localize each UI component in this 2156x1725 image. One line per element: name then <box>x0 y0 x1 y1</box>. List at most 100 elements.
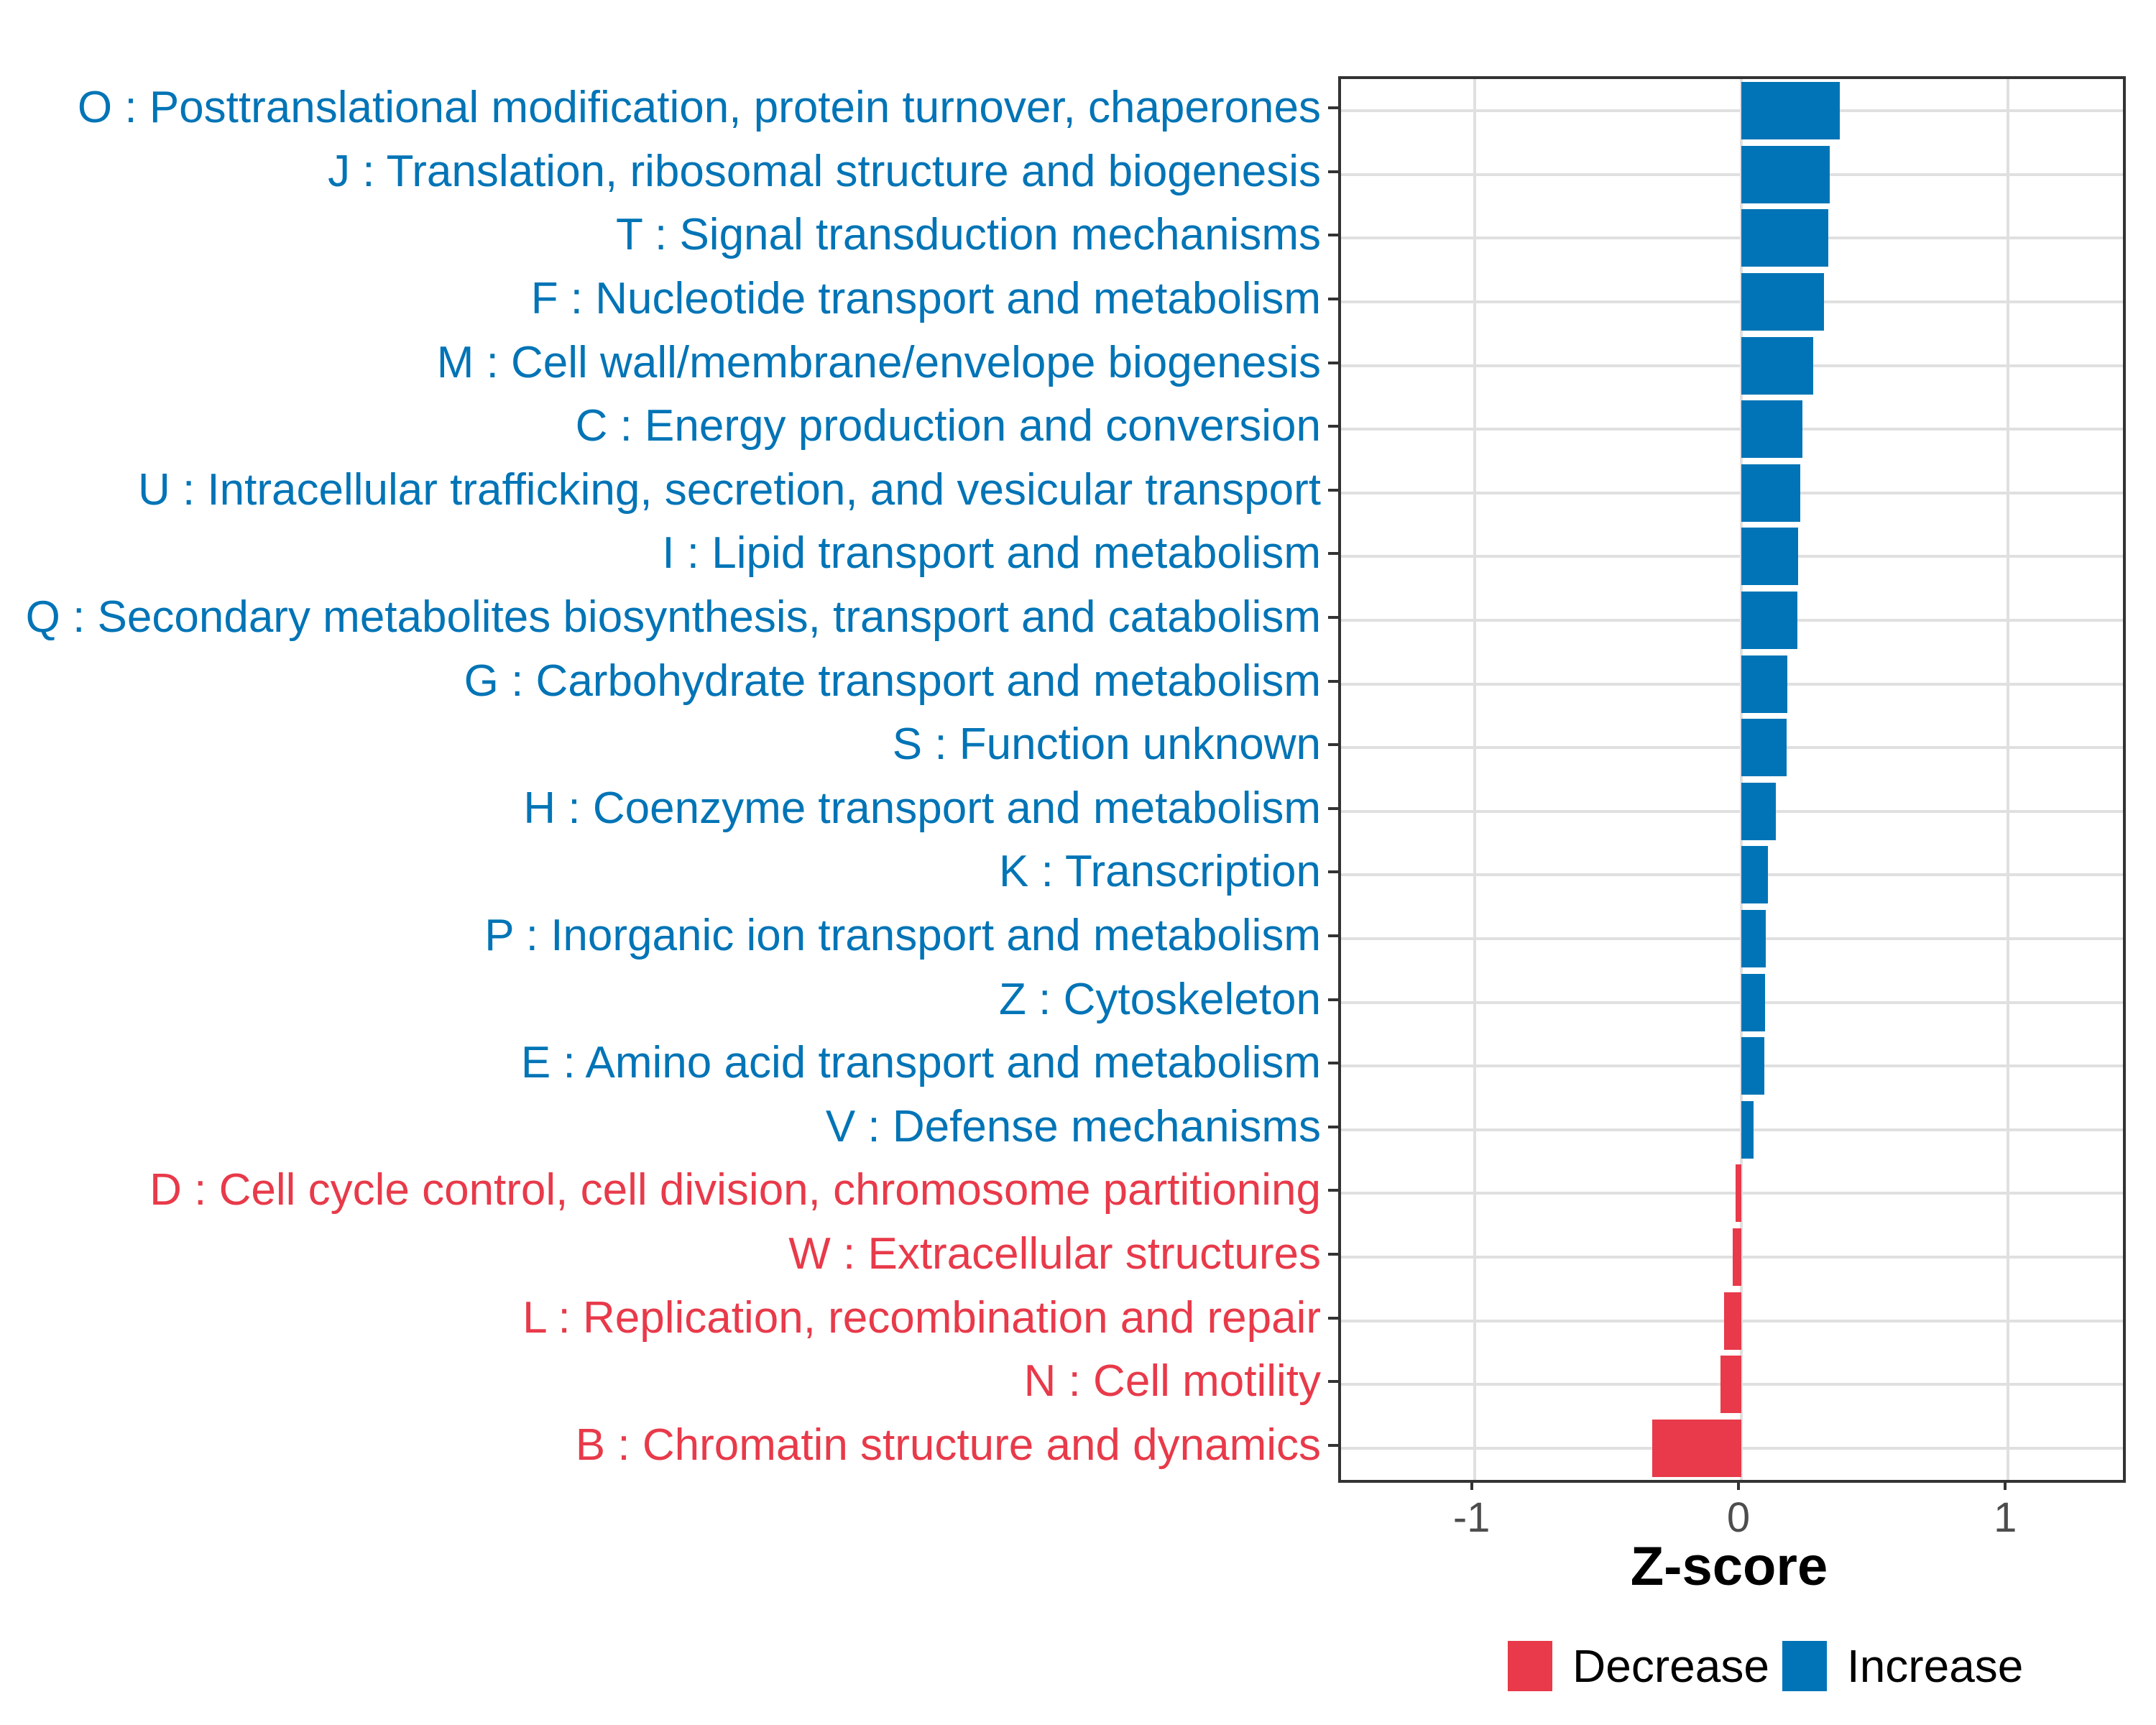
bar-C <box>1741 400 1803 459</box>
horizontal-gridline <box>1341 300 2123 304</box>
bar-D <box>1735 1164 1741 1223</box>
legend-key-swatch <box>1508 1641 1552 1691</box>
y-tick-mark <box>1328 806 1338 810</box>
y-tick-mark <box>1328 170 1338 173</box>
y-tick-mark <box>1328 234 1338 237</box>
plot-panel <box>1338 76 2126 1483</box>
y-tick-mark <box>1328 934 1338 937</box>
y-tick-mark <box>1328 679 1338 683</box>
bar-T <box>1741 209 1828 267</box>
y-tick-mark <box>1328 1125 1338 1128</box>
bar-P <box>1741 909 1766 967</box>
bar-M <box>1741 336 1813 395</box>
category-label: B : Chromatin structure and dynamics <box>575 1420 1321 1470</box>
horizontal-gridline <box>1341 1064 2123 1068</box>
category-label: O : Posttranslational modification, prot… <box>77 83 1321 133</box>
bar-I <box>1741 528 1799 586</box>
y-tick-mark <box>1328 616 1338 620</box>
category-label: Z : Cytoskeleton <box>999 974 1321 1024</box>
category-label: L : Replication, recombination and repai… <box>522 1292 1321 1343</box>
category-label: J : Translation, ribosomal structure and… <box>328 146 1321 196</box>
bar-L <box>1723 1292 1741 1350</box>
category-label: S : Function unknown <box>892 719 1321 770</box>
y-tick-mark <box>1328 425 1338 428</box>
horizontal-gridline <box>1341 937 2123 940</box>
horizontal-gridline <box>1341 364 2123 367</box>
category-label: P : Inorganic ion transport and metaboli… <box>484 910 1321 960</box>
category-label: I : Lipid transport and metabolism <box>662 528 1321 579</box>
bar-N <box>1720 1356 1741 1414</box>
horizontal-gridline <box>1341 236 2123 240</box>
category-label: D : Cell cycle control, cell division, c… <box>149 1165 1321 1215</box>
y-tick-mark <box>1328 106 1338 110</box>
horizontal-gridline <box>1341 1192 2123 1195</box>
y-tick-mark <box>1328 743 1338 747</box>
y-tick-mark <box>1328 1316 1338 1320</box>
horizontal-gridline <box>1341 555 2123 558</box>
category-label: W : Extracellular structures <box>788 1228 1321 1279</box>
bar-K <box>1741 846 1768 904</box>
horizontal-gridline <box>1341 491 2123 494</box>
y-tick-mark <box>1328 488 1338 492</box>
category-label: C : Energy production and conversion <box>575 401 1321 451</box>
bar-G <box>1741 655 1787 713</box>
y-tick-mark <box>1328 998 1338 1001</box>
y-tick-mark <box>1328 298 1338 301</box>
x-tick-mark <box>1470 1480 1473 1490</box>
x-axis-title: Z-score <box>1630 1536 1828 1597</box>
bar-B <box>1651 1419 1741 1477</box>
bar-S <box>1741 719 1787 777</box>
category-label: M : Cell wall/membrane/envelope biogenes… <box>436 337 1321 387</box>
y-tick-mark <box>1328 1380 1338 1384</box>
horizontal-gridline <box>1341 682 2123 686</box>
category-label: U : Intracellular trafficking, secretion… <box>137 464 1321 515</box>
y-tick-mark <box>1328 1062 1338 1065</box>
category-label: H : Coenzyme transport and metabolism <box>523 783 1321 833</box>
bar-O <box>1741 82 1841 140</box>
category-label: E : Amino acid transport and metabolism <box>520 1038 1321 1088</box>
vertical-gridline <box>1473 79 1476 1480</box>
legend: Decrease Increase <box>1508 1641 2036 1691</box>
category-label: G : Carbohydrate transport and metabolis… <box>464 656 1321 706</box>
y-tick-mark <box>1328 1443 1338 1447</box>
category-label: K : Transcription <box>999 847 1321 897</box>
bar-J <box>1741 145 1830 203</box>
legend-label: Decrease <box>1572 1640 1769 1692</box>
y-tick-mark <box>1328 552 1338 556</box>
y-tick-mark <box>1328 1252 1338 1256</box>
category-label: N : Cell motility <box>1023 1356 1321 1407</box>
y-tick-mark <box>1328 870 1338 874</box>
horizontal-gridline <box>1341 428 2123 431</box>
horizontal-gridline <box>1341 873 2123 877</box>
x-tick-mark <box>1736 1480 1740 1490</box>
x-tick-label: 1 <box>1994 1494 2017 1541</box>
horizontal-gridline <box>1341 109 2123 113</box>
horizontal-gridline <box>1341 1128 2123 1131</box>
bar-U <box>1741 464 1801 522</box>
legend-item-decrease: Decrease <box>1508 1641 1769 1691</box>
bar-E <box>1741 1037 1764 1095</box>
legend-item-increase: Increase <box>1782 1641 2023 1691</box>
y-tick-mark <box>1328 361 1338 364</box>
bar-H <box>1741 782 1776 840</box>
horizontal-gridline <box>1341 809 2123 813</box>
legend-label: Increase <box>1846 1640 2024 1692</box>
bar-Q <box>1741 592 1797 650</box>
horizontal-gridline <box>1341 1255 2123 1259</box>
category-label: V : Defense mechanisms <box>825 1101 1321 1151</box>
bar-Z <box>1741 973 1766 1031</box>
vertical-gridline <box>1739 79 1743 1480</box>
category-label: T : Signal transduction mechanisms <box>616 210 1321 260</box>
horizontal-gridline <box>1341 746 2123 750</box>
horizontal-gridline <box>1341 619 2123 622</box>
category-label: F : Nucleotide transport and metabolism <box>530 274 1321 324</box>
bar-V <box>1741 1100 1754 1159</box>
legend-key-swatch <box>1782 1641 1827 1691</box>
horizontal-gridline <box>1341 172 2123 176</box>
x-tick-mark <box>2004 1480 2007 1490</box>
bar-W <box>1733 1228 1741 1286</box>
horizontal-gridline <box>1341 1000 2123 1004</box>
y-tick-mark <box>1328 1189 1338 1192</box>
x-tick-label: 0 <box>1726 1494 1751 1541</box>
